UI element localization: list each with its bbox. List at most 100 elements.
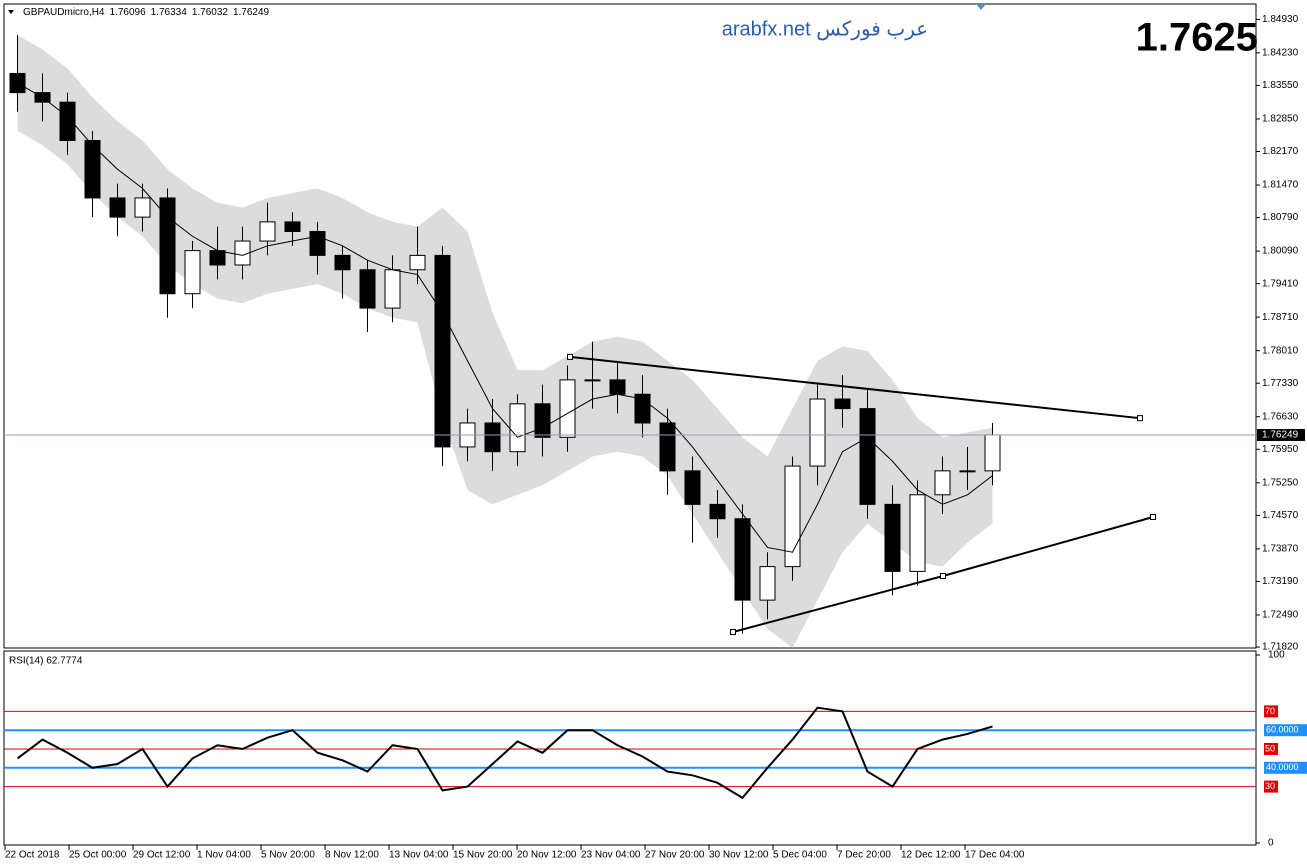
candle-body [409, 254, 426, 271]
rsi-level-box [1264, 724, 1307, 737]
big-price: 1.7625 [1136, 16, 1258, 60]
candle-body [759, 566, 776, 601]
rsi-title: RSI(14) 62.7774 [9, 656, 83, 667]
rsi-level-box [1264, 761, 1307, 774]
y-tick-label: 1.73870 [1262, 544, 1299, 555]
candle-body [334, 254, 351, 271]
trendline [569, 355, 1141, 420]
last-price-box [1257, 428, 1305, 441]
trendline-anchor [730, 629, 736, 636]
candle-body [434, 254, 451, 448]
trendline-anchor [1137, 415, 1143, 422]
y-tick-label: 1.78010 [1262, 345, 1299, 356]
rsi-level-label: 50 [1265, 743, 1275, 753]
y-tick-label: 1.77330 [1262, 378, 1299, 389]
y-tick-label: 1.71820 [1262, 642, 1299, 653]
candle-body [209, 250, 226, 266]
candle-body [159, 197, 176, 295]
rsi-level-box [1264, 780, 1278, 793]
candle-body [259, 221, 276, 242]
rsi-level-label: 60.0000 [1266, 725, 1299, 735]
rsi-level-label: 40.0000 [1266, 762, 1299, 772]
x-tick-label: 1 Nov 04:00 [197, 850, 251, 861]
candle-body [134, 197, 151, 218]
rsi-level-label: 30 [1265, 781, 1275, 791]
candle-body [709, 503, 726, 520]
y-tick-label: 1.80790 [1262, 212, 1299, 223]
y-tick-label: 1.75250 [1262, 477, 1299, 488]
menu-arrow [8, 10, 14, 14]
rsi-tick-label: 100 [1268, 650, 1285, 661]
candle-body [959, 470, 976, 473]
envelope-band [17, 35, 993, 648]
candle-body [934, 470, 951, 496]
candle-body [284, 221, 301, 232]
rsi-line [16, 706, 993, 800]
x-tick-label: 13 Nov 04:00 [389, 850, 449, 861]
x-tick-label: 12 Dec 12:00 [901, 850, 961, 861]
rsi-level-box [1264, 743, 1278, 755]
x-tick-label: 15 Nov 20:00 [453, 850, 513, 861]
candle-body [484, 422, 501, 453]
y-tick-label: 1.84230 [1262, 48, 1299, 59]
candle-body [784, 465, 801, 568]
header-part: 1.76249 [233, 7, 270, 18]
candle-body [84, 139, 101, 199]
x-tick-label: 20 Nov 12:00 [517, 850, 577, 861]
header-part: GBPAUDmicro,H4 [23, 7, 105, 18]
x-tick-label: 30 Nov 12:00 [709, 850, 769, 861]
rsi-panel [3, 650, 1257, 846]
y-tick-label: 1.80090 [1262, 246, 1299, 257]
candle-body [384, 269, 401, 309]
y-tick-label: 1.78710 [1262, 312, 1299, 323]
y-tick-label: 1.82850 [1262, 114, 1299, 125]
candle-body [884, 503, 901, 572]
x-tick-label: 22 Oct 2018 [5, 850, 60, 861]
y-tick-label: 1.84930 [1262, 14, 1299, 25]
candle-body [909, 494, 926, 572]
y-tick-label: 1.74570 [1262, 510, 1299, 521]
x-tick-label: 27 Nov 20:00 [645, 850, 705, 861]
candle-body [834, 398, 851, 410]
candle-body [509, 403, 526, 453]
rsi-tick-label: 0 [1268, 838, 1274, 849]
candle-body [684, 470, 701, 505]
x-tick-label: 8 Nov 12:00 [325, 850, 379, 861]
header-part: 1.76334 [151, 7, 188, 18]
rsi-level-box [1264, 705, 1278, 718]
header-part: 1.76032 [192, 7, 229, 18]
trendline-anchor [567, 353, 573, 360]
x-tick-label: 29 Oct 12:00 [133, 850, 191, 861]
candle-body [809, 398, 826, 467]
header-part: 1.76096 [110, 7, 147, 18]
y-tick-label: 1.76630 [1262, 411, 1299, 422]
trendline-anchor [940, 572, 946, 579]
x-tick-label: 23 Nov 04:00 [581, 850, 641, 861]
rsi-level-label: 70 [1265, 706, 1275, 716]
x-tick-label: 5 Nov 20:00 [261, 850, 315, 861]
y-tick-label: 1.81470 [1262, 180, 1299, 191]
watermark: arabfx.net عرب فوركس [722, 18, 928, 40]
candle-body [859, 408, 876, 505]
candle-body [584, 379, 601, 382]
candle-body [109, 197, 126, 218]
trendline-anchor [1150, 514, 1156, 521]
candle-body [734, 518, 751, 601]
y-tick-label: 1.73190 [1262, 576, 1299, 587]
x-tick-label: 25 Oct 00:00 [69, 850, 127, 861]
symbol-header: GBPAUDmicro,H4 1.76096 1.76334 1.76032 1.762… [23, 7, 270, 18]
x-tick-label: 7 Dec 20:00 [837, 850, 891, 861]
y-tick-label: 1.83550 [1262, 80, 1299, 91]
y-tick-label: 1.82170 [1262, 146, 1299, 157]
x-tick-label: 5 Dec 04:00 [773, 850, 827, 861]
y-tick-label: 1.75950 [1262, 444, 1299, 455]
y-tick-label: 1.72490 [1262, 610, 1299, 621]
candle-body [984, 434, 1001, 472]
last-price-label: 1.76249 [1262, 430, 1299, 441]
price-panel [3, 3, 1257, 649]
shift-marker [976, 4, 986, 10]
moving-average [17, 82, 993, 553]
candle-body [59, 101, 76, 141]
